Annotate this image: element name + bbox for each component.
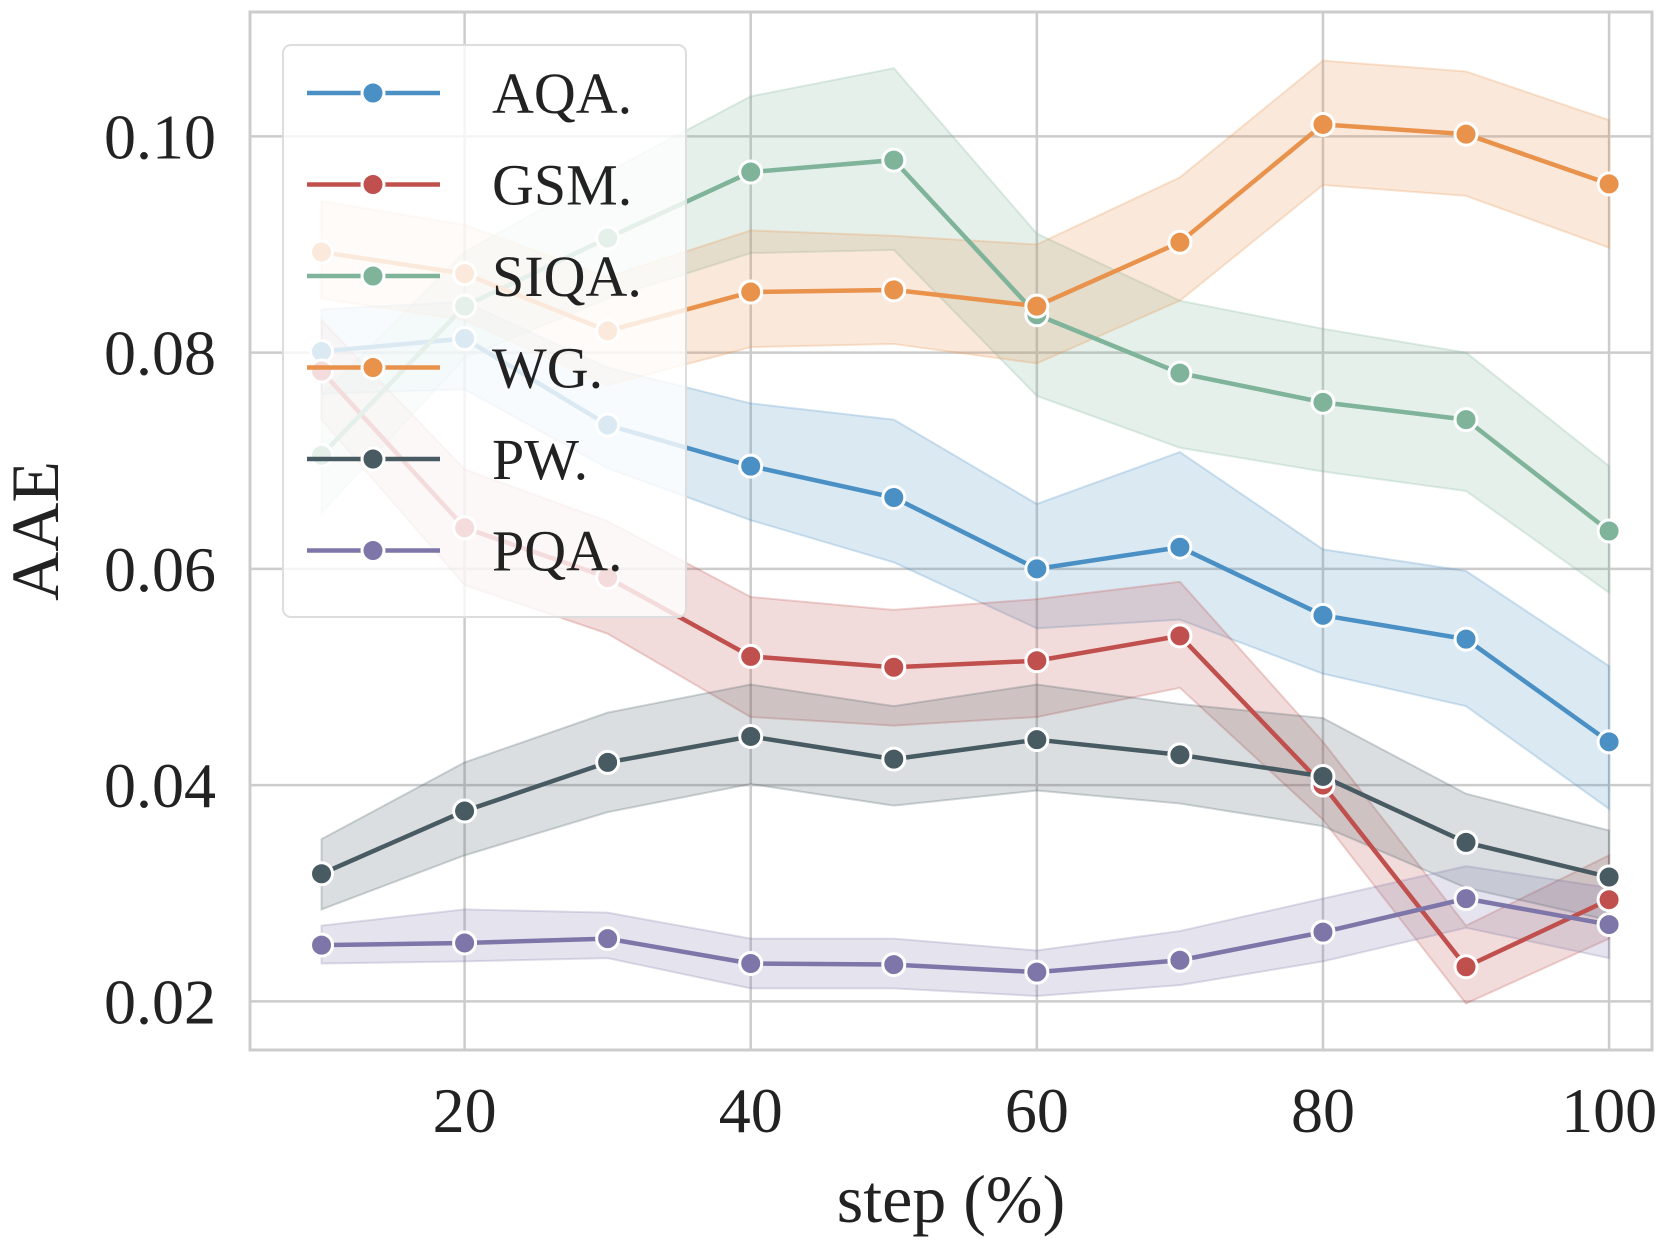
point-wg [881, 277, 907, 303]
x-tick-label: 20 [433, 1075, 497, 1146]
point-aqa [1024, 556, 1050, 582]
point-siqa [738, 159, 764, 185]
x-tick-label: 60 [1005, 1075, 1069, 1146]
point-pw [452, 798, 478, 824]
x-tick-labels: 20 40 60 80 100 [433, 1075, 1657, 1146]
line-pw [320, 734, 1610, 880]
legend-marker-aqa [360, 80, 386, 106]
point-wg [1167, 229, 1193, 255]
point-wg [738, 279, 764, 305]
y-tick-labels: 0.02 0.04 0.06 0.08 0.10 [104, 101, 216, 1037]
legend-label-wg: WG. [492, 336, 603, 401]
legend-label-aqa: AQA. [492, 61, 632, 126]
legend-marker-wg [360, 355, 386, 380]
legend-label-gsm: GSM. [492, 153, 632, 218]
legend: AQA. GSM. SIQA. WG. PW. PQA. [282, 44, 687, 618]
point-pqa [1310, 919, 1336, 945]
legend-marker-pw [360, 446, 386, 472]
point-pqa [1167, 947, 1193, 973]
point-siqa [881, 147, 907, 173]
point-siqa [1453, 407, 1479, 433]
plot-frame [248, 10, 1654, 1052]
point-gsm [738, 643, 764, 669]
x-tick-label: 80 [1291, 1075, 1355, 1146]
y-axis-label: AAE [0, 461, 73, 601]
point-siqa [1310, 389, 1336, 415]
point-pqa [738, 951, 764, 976]
point-aqa [1167, 534, 1193, 560]
point-gsm [1024, 648, 1050, 674]
point-pqa [1024, 959, 1050, 985]
legend-marker-siqa [360, 263, 386, 289]
legend-label-pw: PW. [492, 427, 588, 492]
x-tick-label: 100 [1561, 1075, 1657, 1146]
point-pqa [1453, 886, 1479, 912]
point-siqa [1596, 518, 1622, 544]
legend-box [282, 44, 687, 618]
legend-marker-gsm [360, 172, 386, 197]
point-pw [738, 723, 764, 749]
y-tick-label: 0.04 [104, 750, 216, 821]
point-pw [309, 861, 335, 887]
point-pqa [1596, 912, 1622, 938]
point-wg [1453, 121, 1479, 147]
point-pw [1167, 742, 1193, 768]
point-aqa [1310, 602, 1336, 628]
legend-label-siqa: SIQA. [492, 244, 642, 309]
point-pw [595, 749, 621, 775]
point-pw [1024, 727, 1050, 753]
point-pqa [309, 932, 335, 958]
point-aqa [1453, 626, 1479, 652]
point-gsm [1453, 954, 1479, 980]
point-pqa [452, 930, 478, 956]
point-wg [1596, 171, 1622, 197]
y-tick-label: 0.10 [104, 101, 216, 172]
point-wg [1024, 293, 1050, 319]
point-aqa [881, 484, 907, 510]
point-pw [1596, 864, 1622, 890]
point-pqa [595, 926, 621, 952]
x-axis-label: step (%) [837, 1161, 1065, 1237]
y-tick-label: 0.02 [104, 966, 216, 1037]
point-aqa [1596, 729, 1622, 755]
band-pqa [320, 865, 1611, 997]
point-pw [1310, 763, 1336, 789]
point-siqa [1167, 360, 1193, 386]
point-gsm [1596, 887, 1622, 913]
point-wg [1310, 111, 1336, 137]
point-aqa [738, 453, 764, 479]
legend-label-pqa: PQA. [492, 519, 623, 584]
y-tick-label: 0.08 [104, 318, 216, 389]
point-pw [1453, 829, 1479, 855]
y-tick-label: 0.06 [104, 534, 216, 605]
point-pqa [881, 952, 907, 978]
point-gsm [1167, 623, 1193, 649]
point-pw [881, 746, 907, 772]
legend-marker-pqa [360, 538, 386, 563]
line-pqa [321, 896, 1610, 975]
x-tick-label: 40 [719, 1075, 783, 1146]
point-gsm [881, 654, 907, 680]
